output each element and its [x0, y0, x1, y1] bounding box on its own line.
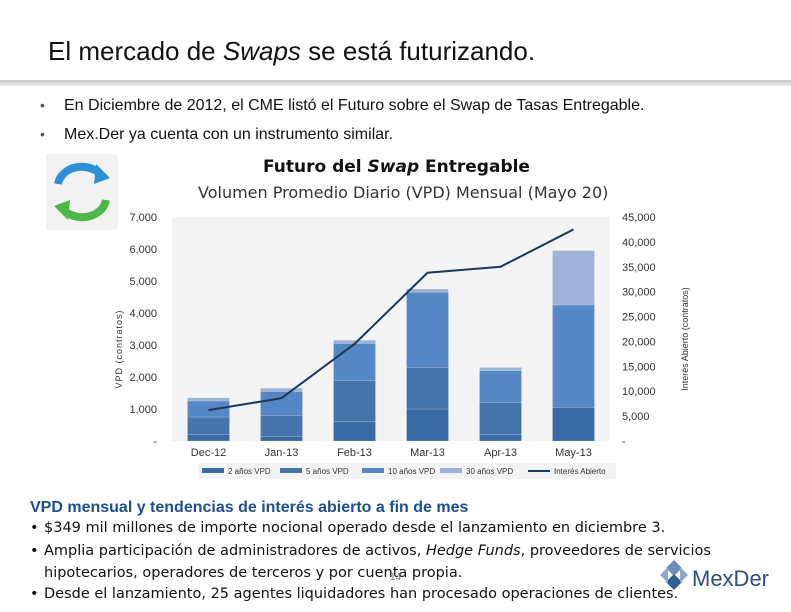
- chart-subtitle: Volumen Promedio Diario (VPD) Mensual (M…: [198, 183, 609, 202]
- bar-segment: [552, 304, 595, 408]
- bar-segment: [479, 370, 522, 403]
- y-tick-label: 1,000: [129, 404, 157, 416]
- legend-swatch: [440, 468, 462, 473]
- page-number: 14: [390, 572, 402, 583]
- legend-swatch: [362, 468, 384, 473]
- bar-segment: [479, 367, 522, 371]
- y2-tick-label: 30,000: [622, 287, 656, 299]
- bar-segment: [260, 391, 303, 416]
- volume-chart: - 1,000 2,000 3,000 4,000 5,000 6,000 7,000 - 5,0…: [114, 212, 690, 479]
- y2-tick-label: 35,000: [622, 262, 656, 274]
- y-axis-label: VPD (contratos): [114, 309, 124, 388]
- bar-segment: [406, 367, 449, 410]
- bullet-text: Mex.Der ya cuenta con un instrumento sim…: [64, 126, 394, 143]
- bar-segment: [552, 407, 595, 442]
- y2-tick-label: 20,000: [622, 336, 656, 348]
- y2-tick-label: 10,000: [622, 386, 656, 398]
- bar-segment: [187, 400, 230, 418]
- section-title: VPD mensual y tendencias de interés abie…: [30, 499, 469, 516]
- y-tick-label: 7,000: [129, 212, 157, 224]
- bar-segment: [187, 434, 230, 442]
- y2-tick-label: 15,000: [622, 361, 656, 373]
- legend-label: 10 años VPD: [388, 467, 435, 476]
- bar-segment: [260, 387, 303, 392]
- y2-tick-label: 5,000: [622, 411, 650, 423]
- y2-axis-label: Interés Abierto (contratos): [680, 287, 690, 391]
- bullet-glyph: •: [30, 520, 39, 536]
- bullet-text: Amplia participación de administradores …: [44, 543, 711, 559]
- bullet-text: $349 mil millones de importe nocional op…: [44, 520, 666, 536]
- x-tick-label: Dec-12: [191, 447, 226, 459]
- swap-arrows-icon: [46, 154, 118, 230]
- y2-tick-label: 45,000: [622, 212, 656, 224]
- x-tick-label: Mar-13: [410, 447, 445, 459]
- bar-segment: [187, 397, 230, 402]
- x-tick-label: May-13: [555, 447, 592, 459]
- bar-segment: [406, 408, 449, 442]
- bar-segment: [187, 416, 230, 435]
- bar-segment: [406, 291, 449, 368]
- y-tick-label: -: [153, 436, 157, 448]
- bullet-glyph: •: [30, 543, 39, 559]
- x-tick-label: Apr-13: [484, 447, 517, 459]
- bullet-text: En Diciembre de 2012, el CME listó el Fu…: [64, 97, 645, 114]
- y2-tick-label: -: [622, 436, 626, 448]
- bar-segment: [333, 343, 376, 381]
- bar-segment: [552, 250, 595, 306]
- y-tick-label: 3,000: [129, 340, 157, 352]
- chart-title: Futuro del Swap Entregable: [263, 157, 530, 177]
- bullet-text: Desde el lanzamiento, 25 agentes liquida…: [44, 586, 679, 602]
- y-tick-label: 4,000: [129, 308, 157, 320]
- legend-label: Interés Abierto: [554, 467, 606, 476]
- mexder-logo: MexDer: [660, 560, 769, 591]
- title-divider: [0, 80, 791, 86]
- slide-title: El mercado de Swaps se está futurizando.: [48, 36, 536, 66]
- y2-tick-label: 25,000: [622, 312, 656, 324]
- bullet-glyph: •: [30, 586, 39, 602]
- bar-segment: [479, 402, 522, 435]
- bar-segment: [333, 379, 376, 423]
- bullet-glyph: •: [40, 97, 45, 113]
- y-tick-label: 2,000: [129, 372, 157, 384]
- bar-segment: [333, 421, 376, 442]
- legend-swatch: [280, 468, 302, 473]
- legend-label: 30 años VPD: [466, 467, 513, 476]
- legend-swatch: [202, 468, 224, 473]
- bullet-glyph: •: [40, 126, 45, 142]
- legend-box: [198, 463, 616, 479]
- footer-bullet-2-continuation: hipotecarios, operadores de terceros y p…: [44, 565, 463, 581]
- logo-text: MexDer: [692, 566, 769, 591]
- y-tick-label: 5,000: [129, 276, 157, 288]
- legend-label: 2 años VPD: [228, 467, 271, 476]
- bar-segment: [260, 435, 303, 442]
- legend-label: 5 años VPD: [306, 467, 349, 476]
- y-tick-label: 6,000: [129, 244, 157, 256]
- plot-area: [172, 217, 610, 441]
- bar-segment: [260, 415, 303, 437]
- y2-tick-label: 40,000: [622, 237, 656, 249]
- x-tick-label: Feb-13: [337, 447, 372, 459]
- x-tick-label: Jan-13: [265, 447, 299, 459]
- bar-segment: [479, 434, 522, 442]
- open-interest-line: [208, 228, 574, 412]
- bar-segment: [406, 288, 449, 293]
